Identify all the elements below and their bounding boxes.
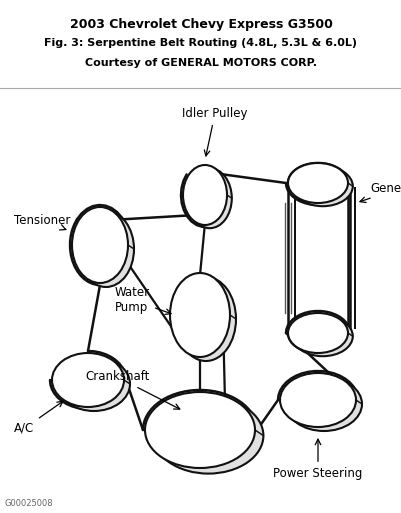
- Text: 2003 Chevrolet Chevy Express G3500: 2003 Chevrolet Chevy Express G3500: [69, 18, 332, 31]
- Ellipse shape: [153, 398, 263, 473]
- Ellipse shape: [145, 392, 254, 468]
- Text: Fig. 3: Serpentine Belt Routing (4.8L, 5.3L & 6.0L): Fig. 3: Serpentine Belt Routing (4.8L, 5…: [45, 38, 356, 48]
- Text: Idler Pulley: Idler Pulley: [182, 107, 247, 156]
- Ellipse shape: [52, 353, 124, 407]
- Ellipse shape: [78, 211, 134, 287]
- Ellipse shape: [287, 313, 347, 353]
- Ellipse shape: [279, 373, 355, 427]
- Ellipse shape: [292, 166, 352, 206]
- Text: Crankshaft: Crankshaft: [85, 370, 179, 409]
- Text: Generator: Generator: [359, 182, 401, 203]
- Text: A/C: A/C: [14, 401, 63, 435]
- Ellipse shape: [285, 377, 361, 431]
- Ellipse shape: [182, 165, 227, 225]
- Text: G00025008: G00025008: [5, 499, 53, 508]
- Text: Water
Pump: Water Pump: [115, 286, 171, 314]
- Ellipse shape: [187, 168, 231, 228]
- Text: Courtesy of GENERAL MOTORS CORP.: Courtesy of GENERAL MOTORS CORP.: [85, 58, 316, 68]
- Text: Power Steering: Power Steering: [273, 439, 362, 480]
- Ellipse shape: [176, 277, 235, 361]
- Ellipse shape: [292, 316, 352, 356]
- Ellipse shape: [58, 357, 130, 411]
- Ellipse shape: [170, 273, 229, 357]
- Ellipse shape: [287, 163, 347, 203]
- Ellipse shape: [72, 207, 128, 283]
- Text: Tensioner: Tensioner: [14, 213, 70, 230]
